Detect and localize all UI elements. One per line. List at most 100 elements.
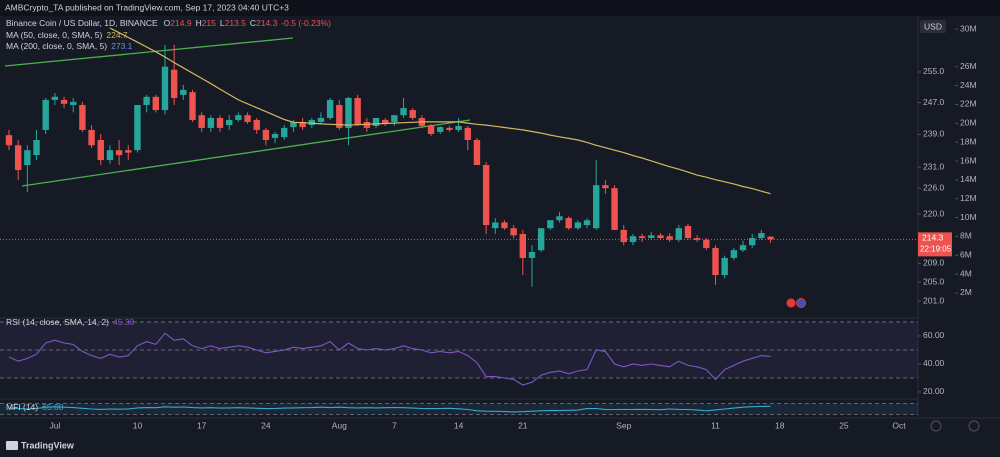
current-price: 214.3	[922, 233, 944, 243]
candle-body	[492, 222, 499, 229]
candle-body	[33, 139, 40, 156]
candle-body	[281, 127, 288, 138]
candle-body	[556, 216, 563, 221]
ma-name: MA (50, close, 0, SMA, 5)	[6, 30, 103, 40]
y-tick-label: 201.0	[923, 295, 945, 305]
currency-box[interactable]	[920, 20, 946, 33]
candle-body	[88, 129, 95, 146]
candle-body	[455, 125, 462, 130]
rsi-name: RSI (14, close, SMA, 14, 2)	[6, 317, 109, 327]
candle-body	[583, 220, 591, 226]
candle-body	[198, 115, 205, 128]
candle-body	[115, 150, 123, 156]
candle-body	[226, 119, 233, 126]
candle-body	[427, 125, 435, 134]
rsi-tick-label: 40.00	[923, 358, 945, 368]
candle-body	[758, 233, 765, 239]
ohlc-value: 215	[202, 18, 216, 28]
ohlc-value: 214.9	[170, 18, 192, 28]
currency: USD	[924, 21, 942, 31]
mfi-value: 65.00	[42, 402, 64, 412]
candle-body	[97, 139, 104, 161]
ohlc-label: L	[220, 18, 225, 28]
y-tick-label: 231.0	[923, 161, 945, 171]
ma-name: MA (200, close, 0, SMA, 5)	[6, 41, 107, 51]
candle-body	[648, 235, 655, 239]
moving-average	[109, 27, 771, 195]
y2-tick-label: 24M	[960, 80, 977, 90]
y-tick-label: 205.0	[923, 276, 945, 286]
candle-body	[657, 235, 664, 239]
y2-tick-label: 8M	[960, 231, 972, 241]
y2-tick-label: 16M	[960, 155, 977, 165]
candle-body	[42, 99, 49, 130]
candle-body	[574, 222, 582, 229]
x-tick-label: 14	[454, 420, 464, 430]
candle-body	[5, 135, 13, 146]
candle-body	[189, 92, 196, 120]
publisher-bar	[0, 0, 1000, 16]
candle-body	[244, 115, 251, 122]
y-tick-label: 209.0	[923, 258, 945, 268]
rsi-tick-label: 20.00	[923, 386, 945, 396]
candle-body	[748, 238, 756, 246]
y2-tick-label: 30M	[960, 23, 977, 33]
x-tick-label: 11	[711, 420, 720, 430]
publisher: AMBCrypto_TA published on TradingView.co…	[5, 2, 289, 12]
candle-body	[473, 139, 481, 166]
candle-body	[134, 104, 141, 151]
ohlc-label: O	[164, 18, 171, 28]
event-flag[interactable]	[796, 298, 806, 308]
trendline	[21, 119, 471, 187]
candle-body	[363, 121, 371, 128]
ohlc-label: C	[250, 18, 256, 28]
x-tick-label: Oct	[892, 420, 906, 430]
candle-body	[675, 228, 682, 240]
y2-tick-label: 22M	[960, 99, 977, 109]
x-tick-label: 17	[197, 420, 207, 430]
candle-body	[391, 115, 398, 122]
y2-tick-label: 18M	[960, 136, 977, 146]
candle-body	[565, 218, 572, 229]
candle-body	[14, 145, 22, 171]
current-price-tag	[918, 232, 952, 257]
change: -0.5 (-0.23%)	[281, 18, 331, 28]
candle-body	[666, 236, 673, 240]
candle-body	[602, 185, 609, 189]
brand-logo	[6, 441, 18, 450]
event-flag[interactable]	[786, 298, 796, 308]
candle-body	[712, 247, 719, 276]
candle-body	[253, 119, 260, 130]
mfi-line	[8, 405, 771, 413]
y-tick-label: 247.0	[923, 97, 945, 107]
candle-body	[106, 150, 114, 161]
x-tick-label: Aug	[332, 420, 347, 430]
y2-tick-label: 14M	[960, 174, 977, 184]
candle-body	[537, 228, 545, 251]
candle-body	[262, 129, 270, 140]
brand: TradingView	[21, 440, 75, 450]
ohlc-value: 213.5	[225, 18, 247, 28]
y2-tick-label: 2M	[960, 287, 972, 297]
scale-button[interactable]	[930, 420, 942, 432]
y2-tick-label: 12M	[960, 193, 977, 203]
candle-body	[336, 104, 343, 128]
candle-body	[381, 119, 389, 124]
y-tick-label: 226.0	[923, 182, 945, 192]
candle-body	[180, 89, 187, 95]
mfi-name: MFI (14)	[6, 402, 38, 412]
rsi-tick-label: 60.00	[923, 330, 945, 340]
scale-button[interactable]	[968, 420, 980, 432]
candle-body	[528, 252, 536, 258]
ohlc-value: 214.3	[256, 18, 278, 28]
candle-body	[60, 99, 68, 104]
candle-body	[271, 133, 279, 138]
candle-body	[79, 104, 86, 130]
y-tick-label: 255.0	[923, 66, 945, 76]
candle-body	[326, 99, 334, 118]
candle-body	[409, 110, 416, 118]
candle-body	[684, 225, 692, 239]
candle-body	[693, 238, 701, 240]
y2-tick-label: 26M	[960, 61, 977, 71]
